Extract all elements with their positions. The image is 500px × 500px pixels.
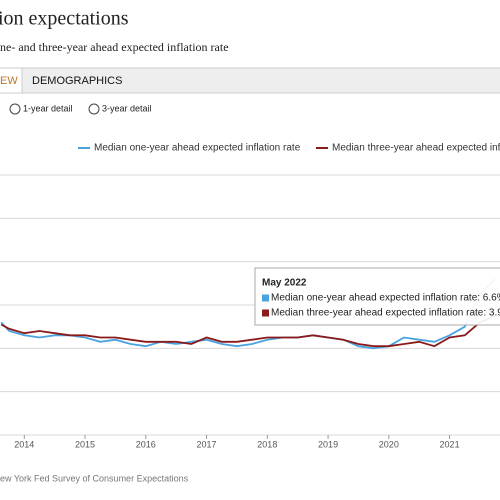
x-tick-label: 2019 [318, 439, 338, 449]
tab-bar [0, 67, 500, 94]
legend-label: Median three-year ahead expected infl [332, 143, 500, 154]
x-tick-label: 2021 [440, 439, 460, 449]
page-subtitle: ne- and three-year ahead expected inflat… [0, 40, 229, 54]
radio-label[interactable]: 1-year detail [23, 103, 73, 113]
chart: Median one-year ahead expected inflation… [0, 143, 500, 449]
x-tick-label: 2016 [136, 439, 156, 449]
radio[interactable] [9, 103, 21, 115]
tooltip-box [254, 267, 500, 326]
source-note: ew York Fed Survey of Consumer Expectati… [0, 473, 189, 483]
radio[interactable] [88, 103, 100, 115]
x-tick-label: 2014 [14, 439, 34, 449]
tab-label[interactable]: EW [0, 75, 18, 87]
tab-active[interactable] [0, 67, 23, 94]
radio-label[interactable]: 3-year detail [102, 103, 152, 113]
x-tick-label: 2017 [197, 439, 217, 449]
legend-label: Median one-year ahead expected inflation… [94, 143, 301, 154]
tooltip-swatch [262, 309, 269, 317]
tooltip-line: Median one-year ahead expected inflation… [271, 293, 500, 304]
tooltip-line: Median three-year ahead expected inflati… [271, 308, 500, 319]
tab-label[interactable]: DEMOGRAPHICS [32, 75, 122, 87]
x-tick-label: 2018 [257, 439, 277, 449]
tooltip-swatch [262, 294, 269, 302]
x-tick-label: 2020 [379, 439, 399, 449]
series-line [0, 278, 496, 350]
tooltip-title: May 2022 [262, 278, 307, 289]
tooltip: May 2022 Median one-year ahead expected i… [254, 267, 500, 326]
series-line [0, 314, 496, 348]
page-title: ion expectations [0, 8, 129, 30]
x-tick-label: 2015 [75, 439, 95, 449]
